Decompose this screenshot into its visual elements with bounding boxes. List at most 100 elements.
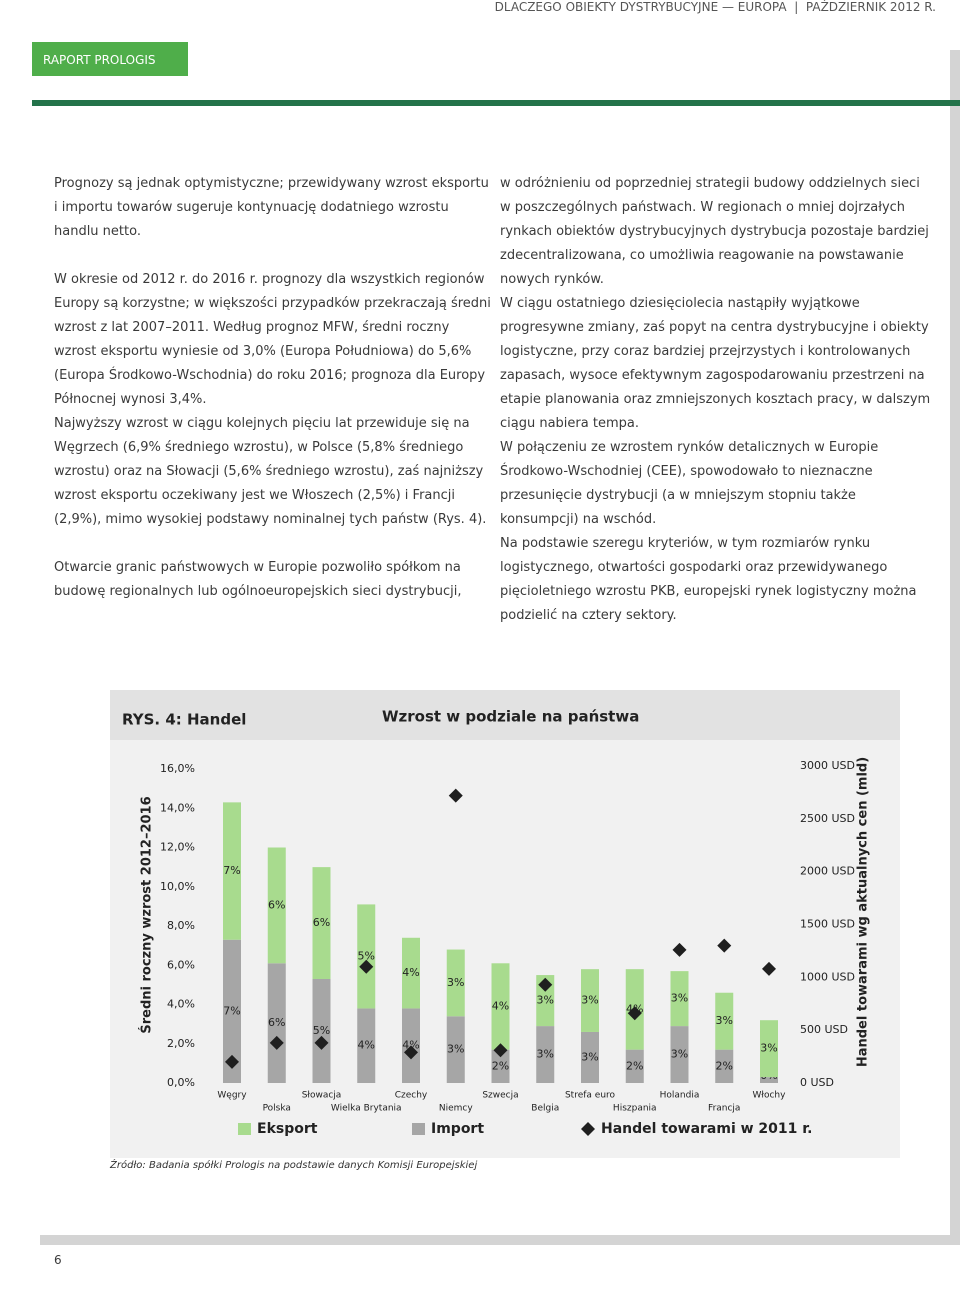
x-tick-label: Węgry	[217, 1091, 247, 1101]
value-label: 3%	[581, 994, 598, 1007]
figure-header	[110, 690, 900, 740]
y-tick-label: 2,0%	[167, 1037, 195, 1050]
x-tick-label: Słowacja	[302, 1091, 342, 1101]
chart: RYS. 4: Handel Wzrost w podziale na pańs…	[110, 690, 900, 1137]
value-label: 4%	[402, 966, 419, 979]
value-label: 3%	[760, 1042, 777, 1055]
bar-segment	[760, 1020, 778, 1078]
value-label: 2%	[492, 1059, 509, 1072]
bar-segment	[670, 971, 689, 1027]
paragraph: w odróżnieniu od poprzedniej strategii b…	[500, 176, 929, 287]
value-label: 3%	[671, 1048, 688, 1061]
running-title: DLACZEGO OBIEKTY DYSTRYBUCYJNE — EUROPA …	[494, 0, 936, 14]
marker	[404, 1045, 418, 1060]
marker	[672, 942, 687, 957]
value-label: 2%	[626, 1059, 643, 1072]
y-tick-label: 16,0%	[160, 762, 195, 775]
marker	[493, 1043, 508, 1058]
y-tick-label: 8,0%	[167, 919, 195, 932]
value-label: 5%	[358, 949, 375, 962]
value-label: 3%	[716, 1014, 733, 1027]
bar-segment	[715, 992, 734, 1050]
bar-segment	[357, 1008, 376, 1083]
paragraph: W ciągu ostatniego dziesięciolecia nastą…	[500, 296, 931, 431]
y2-tick-label: 500 USD	[800, 1023, 848, 1036]
value-label: 6%	[313, 916, 330, 929]
section-tab: RAPORT PROLOGIS	[32, 42, 188, 76]
bar-segment	[312, 867, 331, 979]
y2-tick-label: 3000 USD	[800, 759, 855, 772]
x-tick-label: Wielka Brytania	[331, 1104, 402, 1114]
bar-segment	[536, 975, 555, 1027]
x-tick-label: Czechy	[395, 1091, 428, 1101]
y-tick-label: 12,0%	[160, 841, 195, 854]
x-tick-label: Włochy	[753, 1091, 787, 1101]
x-tick-label: Niemcy	[439, 1104, 473, 1114]
bar-segment	[402, 937, 420, 1009]
y2-axis-label: Handel towarami wg aktualnych cen (mld)	[856, 757, 871, 1067]
marker	[359, 959, 374, 974]
left-column: Prognozy są jednak optymistyczne; przewi…	[54, 172, 494, 604]
y-tick-label: 4,0%	[167, 998, 195, 1011]
y2-tick-label: 2000 USD	[800, 865, 855, 878]
value-label: 4%	[402, 1039, 419, 1052]
paragraph: Prognozy są jednak optymistyczne; przewi…	[54, 176, 489, 239]
x-tick-label: Holandia	[660, 1091, 700, 1101]
value-label: 6%	[268, 898, 285, 911]
marker	[269, 1035, 284, 1050]
value-label: 3%	[537, 1048, 554, 1061]
marker	[538, 977, 553, 992]
bar-segment	[267, 847, 286, 964]
x-tick-label: Belgia	[531, 1104, 559, 1114]
marker	[448, 788, 463, 803]
bar-segment	[223, 939, 241, 1083]
marker	[627, 1006, 642, 1021]
value-label: 4%	[492, 999, 509, 1012]
bar-segment	[312, 978, 331, 1083]
bar-segment	[625, 1049, 644, 1083]
x-tick-label: Polska	[263, 1104, 291, 1114]
value-label: 4%	[358, 1039, 375, 1052]
figure-title: RYS. 4: Handel	[122, 711, 246, 729]
bar-segment	[581, 969, 599, 1032]
paragraph: W okresie od 2012 r. do 2016 r. prognozy…	[54, 272, 491, 407]
y-tick-label: 14,0%	[160, 801, 195, 814]
bar-segment	[446, 949, 465, 1017]
bar-segment	[267, 963, 286, 1083]
value-label: 3%	[537, 994, 554, 1007]
value-label: 3%	[447, 1043, 464, 1056]
value-label: 5%	[313, 1024, 330, 1037]
figure: RYS. 4: Handel Wzrost w podziale na pańs…	[110, 690, 900, 1158]
bar-segment	[491, 963, 510, 1050]
source-note: Źródło: Badania spółki Prologis na podst…	[110, 1160, 478, 1171]
bar-segment	[357, 904, 376, 1009]
legend-label: Handel towarami w 2011 r.	[601, 1121, 813, 1137]
marker	[225, 1054, 239, 1069]
x-tick-label: Strefa euro	[565, 1091, 616, 1101]
paragraph: Otwarcie granic państwowych w Europie po…	[54, 560, 462, 599]
x-tick-label: Hiszpania	[613, 1104, 657, 1114]
paragraph: W połączeniu ze wzrostem rynków detalicz…	[500, 440, 879, 527]
y2-tick-label: 2500 USD	[800, 812, 855, 825]
y2-tick-label: 0 USD	[800, 1076, 834, 1089]
value-label: 7%	[223, 864, 240, 877]
marker	[762, 961, 776, 976]
x-tick-label: Francja	[708, 1104, 740, 1114]
legend-label: Import	[431, 1121, 484, 1137]
bar-segment	[446, 1016, 465, 1083]
bar-segment	[536, 1026, 555, 1083]
header-band	[32, 100, 960, 106]
x-tick-label: Szwecja	[482, 1091, 518, 1101]
y-tick-label: 0,0%	[167, 1076, 195, 1089]
page-number: 6	[54, 1253, 62, 1267]
y2-tick-label: 1000 USD	[800, 970, 855, 983]
chart-title: Wzrost w podziale na państwa	[382, 708, 639, 726]
legend-swatch	[581, 1122, 595, 1136]
marker	[717, 938, 732, 953]
bar-segment	[581, 1031, 599, 1083]
bar-segment	[223, 802, 241, 940]
paragraph: Najwyższy wzrost w ciągu kolejnych pięci…	[54, 416, 487, 527]
paragraph: Na podstawie szeregu kryteriów, w tym ro…	[500, 536, 917, 623]
right-column: w odróżnieniu od poprzedniej strategii b…	[500, 172, 932, 628]
